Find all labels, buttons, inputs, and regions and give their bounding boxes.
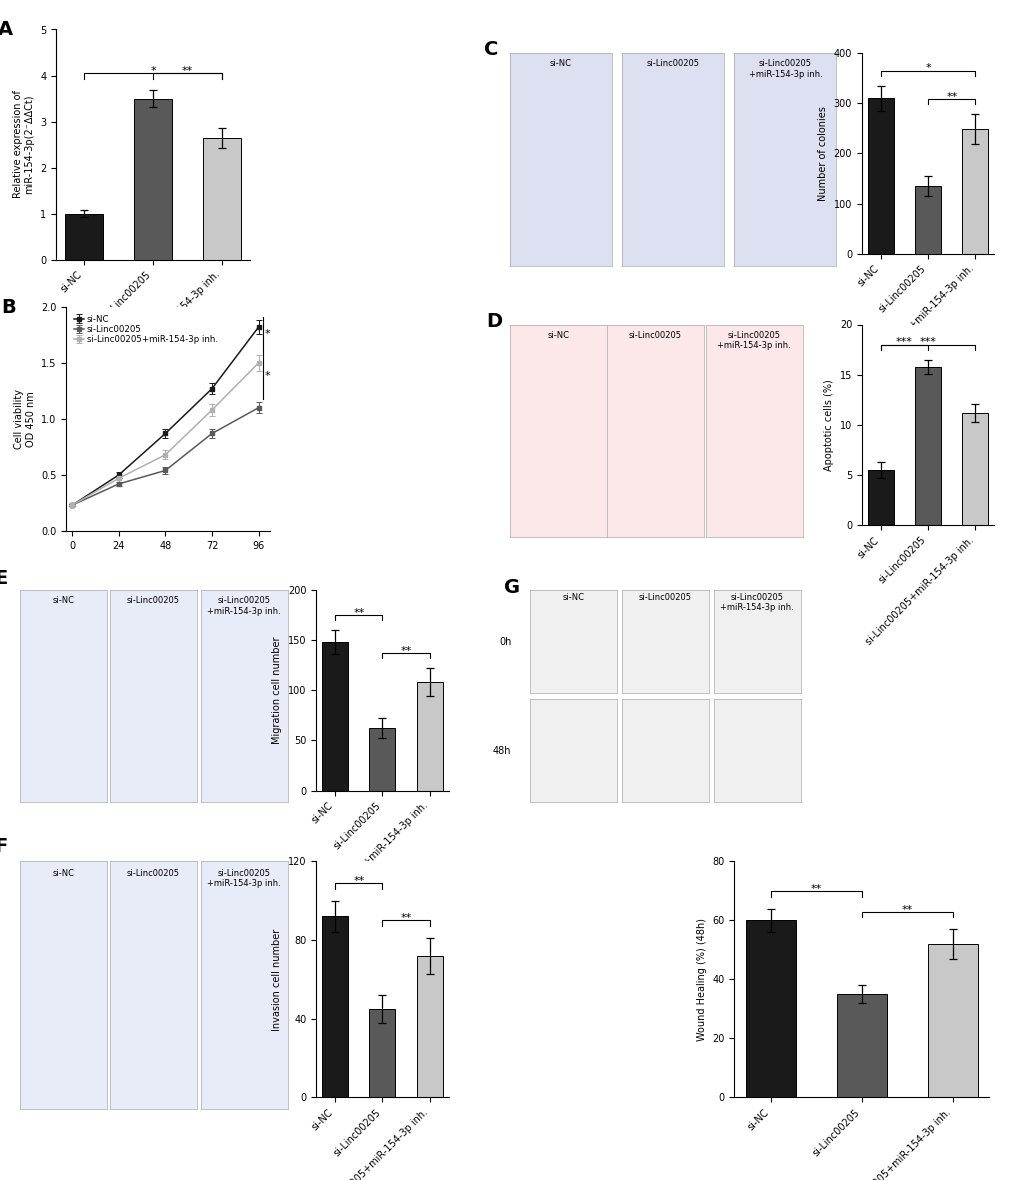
Bar (417, 682, 442, 791)
Text: si-Linc00205: si-Linc00205 (639, 594, 691, 602)
Y-axis label: Invasion cell number: Invasion cell number (272, 929, 282, 1030)
Legend: si-NC, si-Linc00205, si-Linc00205+miR-154-3p inh.: si-NC, si-Linc00205, si-Linc00205+miR-15… (70, 312, 221, 348)
Text: si-Linc00205
+miR-154-3p inh.: si-Linc00205 +miR-154-3p inh. (207, 868, 281, 889)
Bar (369, 1009, 395, 1097)
Bar (867, 470, 893, 525)
Text: si-Linc00205: si-Linc00205 (629, 330, 681, 340)
Text: ***: *** (896, 337, 912, 347)
Text: si-Linc00205: si-Linc00205 (127, 868, 179, 878)
Bar (322, 917, 347, 1097)
Y-axis label: Wound Healing (%) (48h): Wound Healing (%) (48h) (696, 918, 706, 1041)
Bar (867, 98, 893, 254)
Bar (417, 956, 442, 1097)
Text: si-NC: si-NC (562, 594, 584, 602)
Text: si-Linc00205: si-Linc00205 (646, 59, 699, 68)
Text: si-Linc00205
+miR-154-3p inh.: si-Linc00205 +miR-154-3p inh. (207, 596, 281, 616)
Text: si-NC: si-NC (547, 330, 569, 340)
Text: *: * (265, 329, 270, 340)
Text: F: F (0, 837, 7, 856)
Text: si-Linc00205
+miR-154-3p inh.: si-Linc00205 +miR-154-3p inh. (716, 330, 791, 350)
Bar (745, 920, 795, 1097)
Text: 48h: 48h (492, 746, 511, 755)
Text: ***: *** (919, 337, 935, 347)
Text: C: C (484, 40, 498, 59)
Bar (133, 99, 172, 260)
Text: si-NC: si-NC (53, 596, 74, 605)
Text: si-Linc00205
+miR-154-3p inh.: si-Linc00205 +miR-154-3p inh. (748, 59, 821, 79)
Bar (836, 994, 887, 1097)
Bar (322, 642, 347, 791)
Text: **: ** (400, 645, 412, 656)
Text: B: B (1, 297, 15, 317)
Text: **: ** (810, 884, 821, 894)
Text: G: G (504, 578, 520, 597)
Y-axis label: Number of colonies: Number of colonies (817, 106, 827, 201)
Text: **: ** (353, 608, 364, 617)
Text: si-Linc00205: si-Linc00205 (127, 596, 179, 605)
Y-axis label: Apoptotic cells (%): Apoptotic cells (%) (823, 379, 834, 471)
Text: si-Linc00205
+miR-154-3p inh.: si-Linc00205 +miR-154-3p inh. (719, 594, 794, 612)
Bar (65, 214, 103, 260)
Text: **: ** (901, 905, 912, 915)
Text: *: * (924, 64, 930, 73)
Y-axis label: Cell viability
OD 450 nm: Cell viability OD 450 nm (14, 389, 36, 448)
Bar (914, 367, 941, 525)
Bar (962, 130, 987, 254)
Text: **: ** (946, 92, 957, 101)
Text: *: * (265, 371, 270, 381)
Text: D: D (485, 312, 501, 330)
Y-axis label: Migration cell number: Migration cell number (272, 636, 282, 745)
Bar (203, 138, 240, 260)
Text: si-NC: si-NC (549, 59, 572, 68)
Bar (914, 186, 941, 254)
Text: E: E (0, 569, 7, 588)
Bar (927, 944, 977, 1097)
Text: **: ** (400, 913, 412, 923)
Text: *: * (150, 66, 156, 76)
Y-axis label: Relative expression of
miR-154-3p(2⁻ΔΔCt): Relative expression of miR-154-3p(2⁻ΔΔCt… (13, 91, 35, 198)
Text: si-NC: si-NC (53, 868, 74, 878)
Text: **: ** (181, 66, 193, 76)
Text: A: A (0, 20, 13, 39)
Bar (369, 728, 395, 791)
Text: 0h: 0h (498, 637, 511, 647)
Bar (962, 413, 987, 525)
Text: **: ** (353, 876, 364, 886)
